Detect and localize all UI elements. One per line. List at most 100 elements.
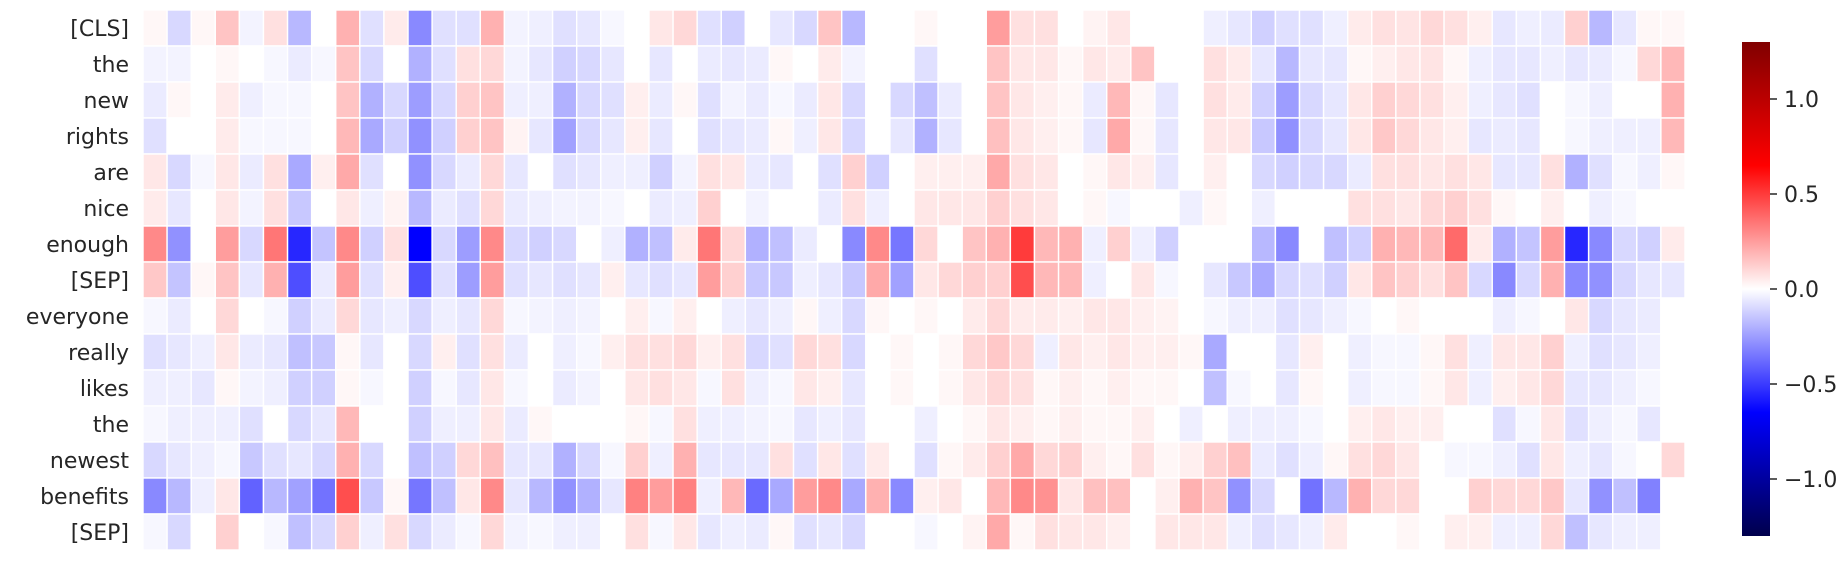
heatmap-cell-r4-c8	[335, 153, 361, 191]
heatmap-cell-r12-c14	[479, 441, 506, 479]
heatmap-cell-r1-c27	[792, 45, 819, 83]
heatmap-cell-r8-c56	[1491, 297, 1518, 335]
heatmap-cell-r6-c15	[503, 225, 530, 263]
heatmap-cell-r6-c24	[720, 225, 747, 263]
heatmap-cell-r12-c53	[1419, 441, 1445, 479]
heatmap-cell-r14-c13	[455, 513, 482, 551]
heatmap-cell-r0-c42	[1154, 9, 1180, 47]
heatmap-cell-r2-c60	[1587, 81, 1614, 119]
heatmap-cell-r12-c38	[1057, 441, 1084, 479]
heatmap-cell-r10-c12	[431, 369, 457, 407]
heatmap-cell-r3-c32	[913, 117, 939, 155]
heatmap-cell-r4-c12	[431, 153, 457, 191]
heatmap-cell-r14-c58	[1539, 513, 1566, 551]
heatmap-cell-r10-c43	[1178, 369, 1204, 407]
heatmap-cell-r4-c34	[961, 153, 987, 191]
heatmap-cell-r3-c6	[286, 117, 313, 155]
heatmap-cell-r9-c63	[1660, 333, 1686, 371]
heatmap-cell-r5-c24	[720, 189, 747, 227]
heatmap-cell-r12-c55	[1467, 441, 1493, 479]
heatmap-cell-r8-c9	[359, 297, 385, 335]
heatmap-cell-r9-c31	[889, 333, 915, 371]
heatmap-cell-r8-c62	[1636, 297, 1662, 335]
heatmap-cell-r11-c4	[238, 405, 265, 443]
heatmap-cell-r10-c16	[527, 369, 554, 407]
heatmap-cell-r1-c12	[431, 45, 457, 83]
heatmap-cell-r13-c56	[1491, 477, 1518, 515]
heatmap-cell-r2-c49	[1322, 81, 1349, 119]
heatmap-cell-r12-c34	[961, 441, 987, 479]
heatmap-cell-r13-c34	[961, 477, 987, 515]
heatmap-cell-r5-c52	[1395, 189, 1421, 227]
heatmap-cell-r7-c30	[865, 261, 891, 299]
heatmap-cell-r1-c20	[624, 45, 650, 83]
heatmap-cell-r5-c48	[1298, 189, 1325, 227]
heatmap-cell-r5-c21	[648, 189, 674, 227]
heatmap-cell-r7-c0	[142, 261, 168, 299]
heatmap-cell-r12-c56	[1491, 441, 1518, 479]
heatmap-cell-r7-c28	[816, 261, 843, 299]
heatmap-cell-r6-c49	[1322, 225, 1349, 263]
heatmap-cell-r6-c17	[551, 225, 578, 263]
heatmap-cell-r11-c9	[359, 405, 385, 443]
heatmap-cell-r7-c12	[431, 261, 457, 299]
heatmap-cell-r6-c34	[961, 225, 987, 263]
heatmap-cell-r2-c12	[431, 81, 457, 119]
heatmap-cell-r5-c58	[1539, 189, 1566, 227]
heatmap-cell-r12-c18	[575, 441, 602, 479]
colorbar-tick-label-3: −0.5	[1784, 373, 1837, 398]
heatmap-cell-r13-c47	[1274, 477, 1301, 515]
heatmap-cell-r2-c32	[913, 81, 939, 119]
heatmap-cell-r10-c23	[696, 369, 722, 407]
heatmap-cell-r14-c19	[600, 513, 626, 551]
heatmap-cell-r8-c41	[1130, 297, 1156, 335]
colorbar-tick-label-1: 0.5	[1784, 183, 1819, 208]
heatmap-cell-r0-c5	[262, 9, 289, 47]
heatmap-cell-r1-c28	[816, 45, 843, 83]
heatmap-cell-r8-c50	[1346, 297, 1373, 335]
heatmap-cell-r10-c45	[1226, 369, 1253, 407]
heatmap-cell-r14-c40	[1106, 513, 1132, 551]
heatmap-cell-r12-c60	[1587, 441, 1614, 479]
heatmap-cell-r14-c23	[696, 513, 722, 551]
heatmap-cell-r2-c25	[744, 81, 771, 119]
row-label-14: [SEP]	[71, 521, 129, 546]
heatmap-cell-r11-c40	[1106, 405, 1132, 443]
heatmap-cell-r5-c16	[527, 189, 554, 227]
heatmap-cell-r12-c27	[792, 441, 819, 479]
heatmap-cell-r6-c63	[1660, 225, 1686, 263]
heatmap-cell-r11-c25	[744, 405, 771, 443]
heatmap-cell-r14-c38	[1057, 513, 1084, 551]
heatmap-cell-r1-c42	[1154, 45, 1180, 83]
heatmap-cell-r3-c12	[431, 117, 457, 155]
heatmap-cell-r13-c14	[479, 477, 506, 515]
heatmap-cell-r0-c52	[1395, 9, 1421, 47]
heatmap-cell-r1-c57	[1515, 45, 1542, 83]
heatmap-cell-r14-c47	[1274, 513, 1301, 551]
heatmap-cell-r5-c12	[431, 189, 457, 227]
heatmap-cell-r11-c17	[551, 405, 578, 443]
heatmap-cell-r4-c32	[913, 153, 939, 191]
heatmap-cell-r2-c31	[889, 81, 915, 119]
heatmap-cell-r5-c22	[672, 189, 698, 227]
heatmap-cell-r11-c34	[961, 405, 987, 443]
heatmap-cell-r11-c22	[672, 405, 698, 443]
heatmap-cell-r14-c49	[1322, 513, 1349, 551]
heatmap-cell-r10-c61	[1612, 369, 1638, 407]
heatmap-cell-r10-c59	[1563, 369, 1590, 407]
heatmap-cell-r7-c33	[937, 261, 963, 299]
heatmap-cell-r8-c59	[1563, 297, 1590, 335]
heatmap-cell-r3-c16	[527, 117, 554, 155]
heatmap-cell-r1-c38	[1057, 45, 1084, 83]
heatmap-cell-r14-c27	[792, 513, 819, 551]
heatmap-cell-r10-c44	[1202, 369, 1228, 407]
heatmap-cell-r13-c30	[865, 477, 891, 515]
heatmap-cell-r14-c39	[1081, 513, 1108, 551]
heatmap-cell-r3-c27	[792, 117, 819, 155]
heatmap-cell-r3-c63	[1660, 117, 1686, 155]
heatmap-cell-r0-c47	[1274, 9, 1301, 47]
heatmap-cell-r12-c25	[744, 441, 771, 479]
heatmap-cell-r0-c50	[1346, 9, 1373, 47]
heatmap-cell-r6-c52	[1395, 225, 1421, 263]
heatmap-cell-r0-c26	[768, 9, 795, 47]
